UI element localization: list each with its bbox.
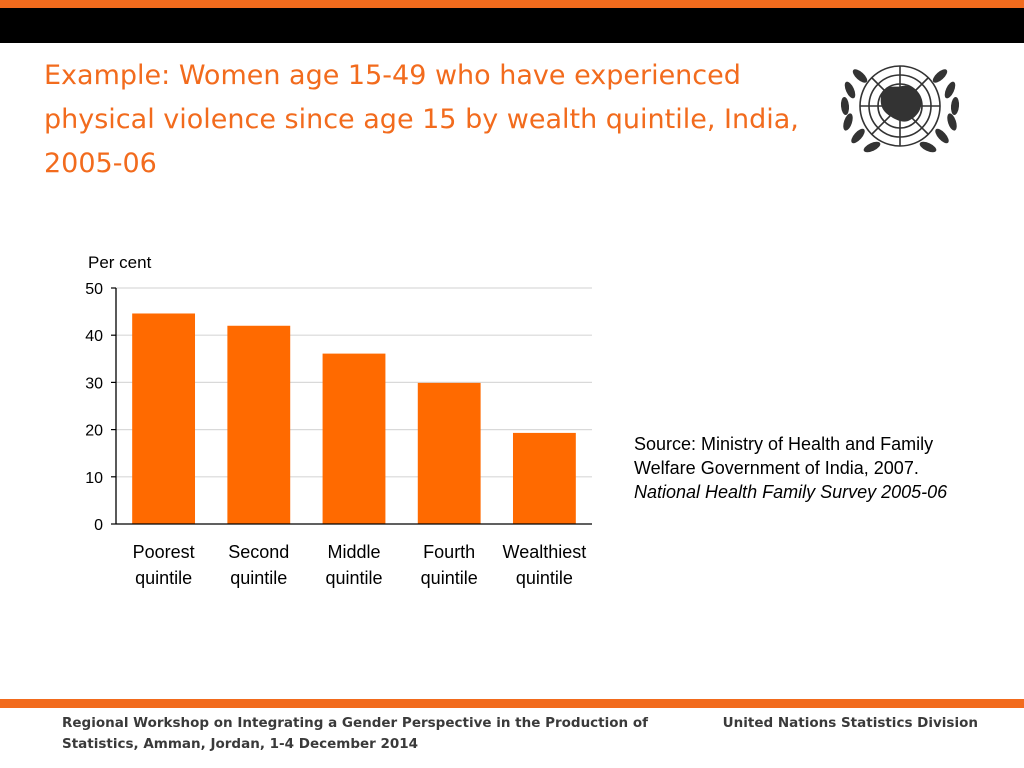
footer-organization-text: United Nations Statistics Division <box>722 715 978 731</box>
bar <box>512 432 576 524</box>
axis-labels: 0 10 20 30 40 50 Poorest quintile Second quintile… <box>85 253 586 588</box>
x-tick-label: quintile <box>421 568 478 588</box>
x-tick-label: Middle <box>327 542 380 562</box>
x-tick-label: Wealthiest <box>503 542 587 562</box>
un-emblem-icon <box>840 65 960 153</box>
slide-title: Example: Women age 15-49 who have experi… <box>44 60 799 179</box>
bar <box>417 382 481 524</box>
x-tick-label: quintile <box>135 568 192 588</box>
x-tick-label: Poorest <box>133 542 195 562</box>
bars <box>132 313 576 524</box>
bar-chart: 0 10 20 30 40 50 Poorest quintile Second quintile… <box>85 253 592 588</box>
footer-accent-bar <box>0 699 1024 708</box>
bar <box>132 313 196 524</box>
bar <box>227 325 291 524</box>
top-accent-bar <box>0 0 1024 8</box>
x-tick-label: quintile <box>230 568 287 588</box>
y-tick-label: 30 <box>85 375 103 392</box>
footer-workshop-text: Regional Workshop on Integrating a Gende… <box>62 715 648 752</box>
header-bar <box>0 8 1024 43</box>
source-publication: National Health Family Survey 2005-06 <box>634 482 948 502</box>
source-note: Source: Ministry of Health and Family We… <box>634 432 974 504</box>
x-tick-label: Second <box>228 542 289 562</box>
y-tick-label: 20 <box>85 423 103 440</box>
y-tick-label: 10 <box>85 470 103 487</box>
x-tick-label: Fourth <box>423 542 475 562</box>
axes <box>111 287 592 525</box>
x-tick-label: quintile <box>325 568 382 588</box>
source-text: Source: Ministry of Health and Family We… <box>634 434 934 478</box>
x-tick-label: quintile <box>516 568 573 588</box>
y-tick-label: 0 <box>94 517 103 534</box>
y-axis-label: Per cent <box>88 253 152 272</box>
bar <box>322 353 386 524</box>
y-tick-label: 50 <box>85 281 103 298</box>
y-tick-label: 40 <box>85 328 103 345</box>
